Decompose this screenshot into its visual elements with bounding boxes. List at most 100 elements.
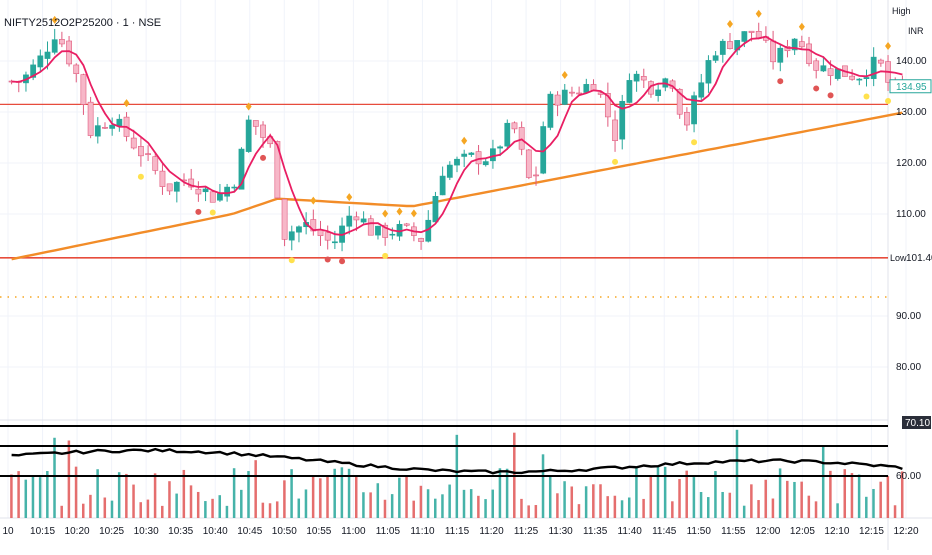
volume-bar	[412, 500, 415, 518]
volume-bar	[793, 481, 796, 518]
time-axis[interactable]: 10 10:15 10:20 10:25 10:30 10:35 10:40 10:45 10:…	[2, 526, 919, 537]
volume-bar	[96, 469, 99, 518]
volume-bar	[53, 437, 56, 518]
time-tick-label: 10:25	[99, 526, 124, 537]
volume-bar	[232, 468, 236, 518]
volume-bar	[390, 494, 394, 518]
candle-down	[145, 153, 151, 155]
volume-bar	[268, 503, 272, 518]
volume-bar	[103, 497, 107, 518]
candle-up	[346, 215, 353, 227]
candle-down	[475, 151, 482, 165]
volume-bar	[721, 491, 724, 518]
volume-bar	[800, 481, 803, 518]
volume-bar	[714, 471, 717, 518]
volume-bar	[38, 477, 42, 518]
currency-label: INR	[908, 26, 924, 36]
time-tick-label: 10:20	[65, 526, 90, 537]
volume-bar	[383, 499, 387, 518]
sell-signal-marker	[396, 207, 403, 216]
volume-bar	[74, 466, 78, 518]
time-tick-label: 11:40	[618, 526, 643, 537]
candle-up	[791, 38, 798, 51]
volume-bar	[671, 501, 674, 518]
candle-down	[511, 122, 518, 130]
volume-bar	[498, 468, 502, 518]
candle-up	[863, 77, 870, 80]
volume-bar	[31, 475, 35, 518]
buy-signal-marker	[612, 158, 619, 165]
buy-signal-marker	[209, 209, 216, 216]
volume-bar	[261, 502, 265, 518]
oscillator-panel	[0, 425, 903, 477]
candle-up	[856, 78, 863, 81]
candle-up	[561, 89, 568, 105]
candle-up	[94, 125, 101, 137]
volume-bar	[577, 504, 581, 518]
volume-bar	[434, 498, 437, 518]
buy-signal-marker	[777, 78, 784, 85]
buy-signal-marker	[324, 256, 331, 263]
time-tick-label: 10:15	[30, 526, 55, 537]
buy-signal-marker	[260, 154, 267, 161]
candle-up	[461, 153, 468, 157]
candle-up	[231, 186, 238, 189]
volume-bar	[168, 481, 171, 518]
low-value-label: 101.40	[906, 253, 932, 264]
candle-down	[367, 218, 374, 236]
volume-bar	[807, 495, 811, 518]
candle-down	[403, 223, 410, 226]
candle-up	[37, 55, 44, 68]
volume-bar	[347, 468, 351, 518]
candle-up	[820, 65, 827, 72]
volume-bar	[153, 473, 157, 518]
sell-signal-marker	[245, 102, 252, 111]
candle-up	[619, 101, 626, 140]
volume-bar	[484, 499, 487, 518]
buy-signal-marker	[382, 252, 389, 259]
time-tick-label: 12:00	[755, 526, 780, 537]
volume-bar	[771, 498, 775, 518]
candle-up	[331, 241, 338, 244]
candle-up	[296, 226, 302, 233]
candle-down	[418, 238, 424, 242]
oscillator-line	[11, 447, 903, 475]
symbol-title[interactable]: NIFTY2512O2P25200 · 1 · NSE	[4, 17, 162, 29]
candle-down	[569, 91, 575, 94]
volume-bar	[814, 501, 818, 518]
candle-down	[209, 191, 216, 203]
volume-bar	[649, 476, 653, 518]
volume-bar	[606, 496, 609, 518]
volume-bar	[204, 501, 207, 518]
ma-slow-line	[11, 111, 903, 261]
candle-up	[655, 89, 662, 96]
volume-bar	[469, 489, 473, 518]
price-axis[interactable]: 140.00 130.00 120.00 110.00 90.00 80.00 60.00 H…	[889, 6, 932, 482]
price-tick-label: 120.00	[896, 158, 927, 169]
volume-bar	[319, 478, 322, 518]
candle-up	[490, 148, 496, 162]
candle-up	[375, 225, 381, 236]
candle-down	[195, 188, 202, 195]
volume-bar	[110, 500, 114, 518]
candle-up	[777, 47, 784, 63]
volume-bar	[189, 485, 193, 518]
candle-down	[640, 76, 647, 81]
candle-down	[612, 119, 618, 141]
volume-bar	[67, 440, 71, 518]
volume-bar	[728, 492, 732, 518]
sell-signal-marker	[885, 42, 892, 51]
volume-bar	[46, 471, 49, 518]
volume-bar	[548, 475, 552, 518]
candle-up	[712, 55, 719, 61]
sell-signal-marker	[798, 22, 805, 31]
sell-signal-marker	[123, 99, 130, 108]
volume-bar	[117, 472, 121, 518]
volume-bar	[850, 473, 854, 518]
price-tick-label: 90.00	[896, 311, 921, 322]
buy-signal-marker	[195, 208, 202, 215]
candle-down	[576, 92, 583, 95]
